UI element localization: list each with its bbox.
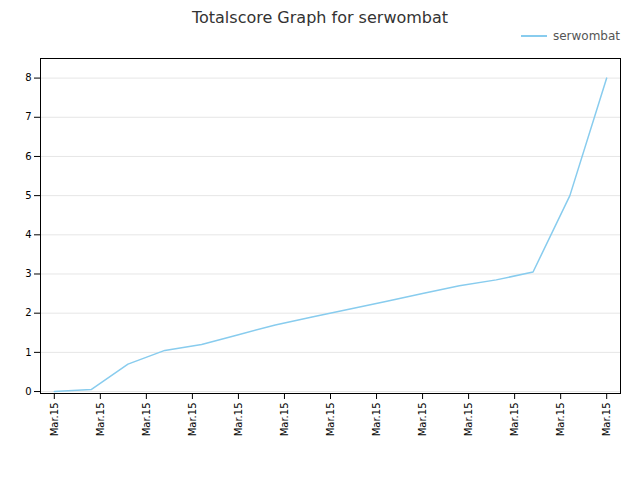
svg-text:Mar.15: Mar.15	[95, 403, 106, 437]
svg-text:2: 2	[25, 307, 31, 318]
svg-text:3: 3	[25, 268, 31, 279]
svg-text:6: 6	[25, 151, 31, 162]
svg-text:Mar.15: Mar.15	[325, 403, 336, 437]
svg-text:4: 4	[25, 229, 31, 240]
svg-text:5: 5	[25, 190, 31, 201]
svg-text:Mar.15: Mar.15	[279, 403, 290, 437]
svg-text:Mar.15: Mar.15	[601, 403, 612, 437]
svg-text:1: 1	[25, 347, 31, 358]
svg-text:0: 0	[25, 386, 31, 397]
svg-text:Mar.15: Mar.15	[509, 403, 520, 437]
svg-text:Mar.15: Mar.15	[463, 403, 474, 437]
svg-text:Mar.15: Mar.15	[417, 403, 428, 437]
svg-text:Mar.15: Mar.15	[555, 403, 566, 437]
html-text:Totalscore Graph for serwombat: Totalscore Graph for serwombat	[191, 8, 449, 27]
svg-text:Mar.15: Mar.15	[233, 403, 244, 437]
svg-text:7: 7	[25, 111, 31, 122]
svg-text:8: 8	[25, 72, 31, 83]
svg-text:Mar.15: Mar.15	[371, 403, 382, 437]
html-text:serwombat: serwombat	[552, 29, 620, 43]
svg-text:Mar.15: Mar.15	[141, 403, 152, 437]
svg-text:Mar.15: Mar.15	[187, 403, 198, 437]
svg-text:Mar.15: Mar.15	[49, 403, 60, 437]
